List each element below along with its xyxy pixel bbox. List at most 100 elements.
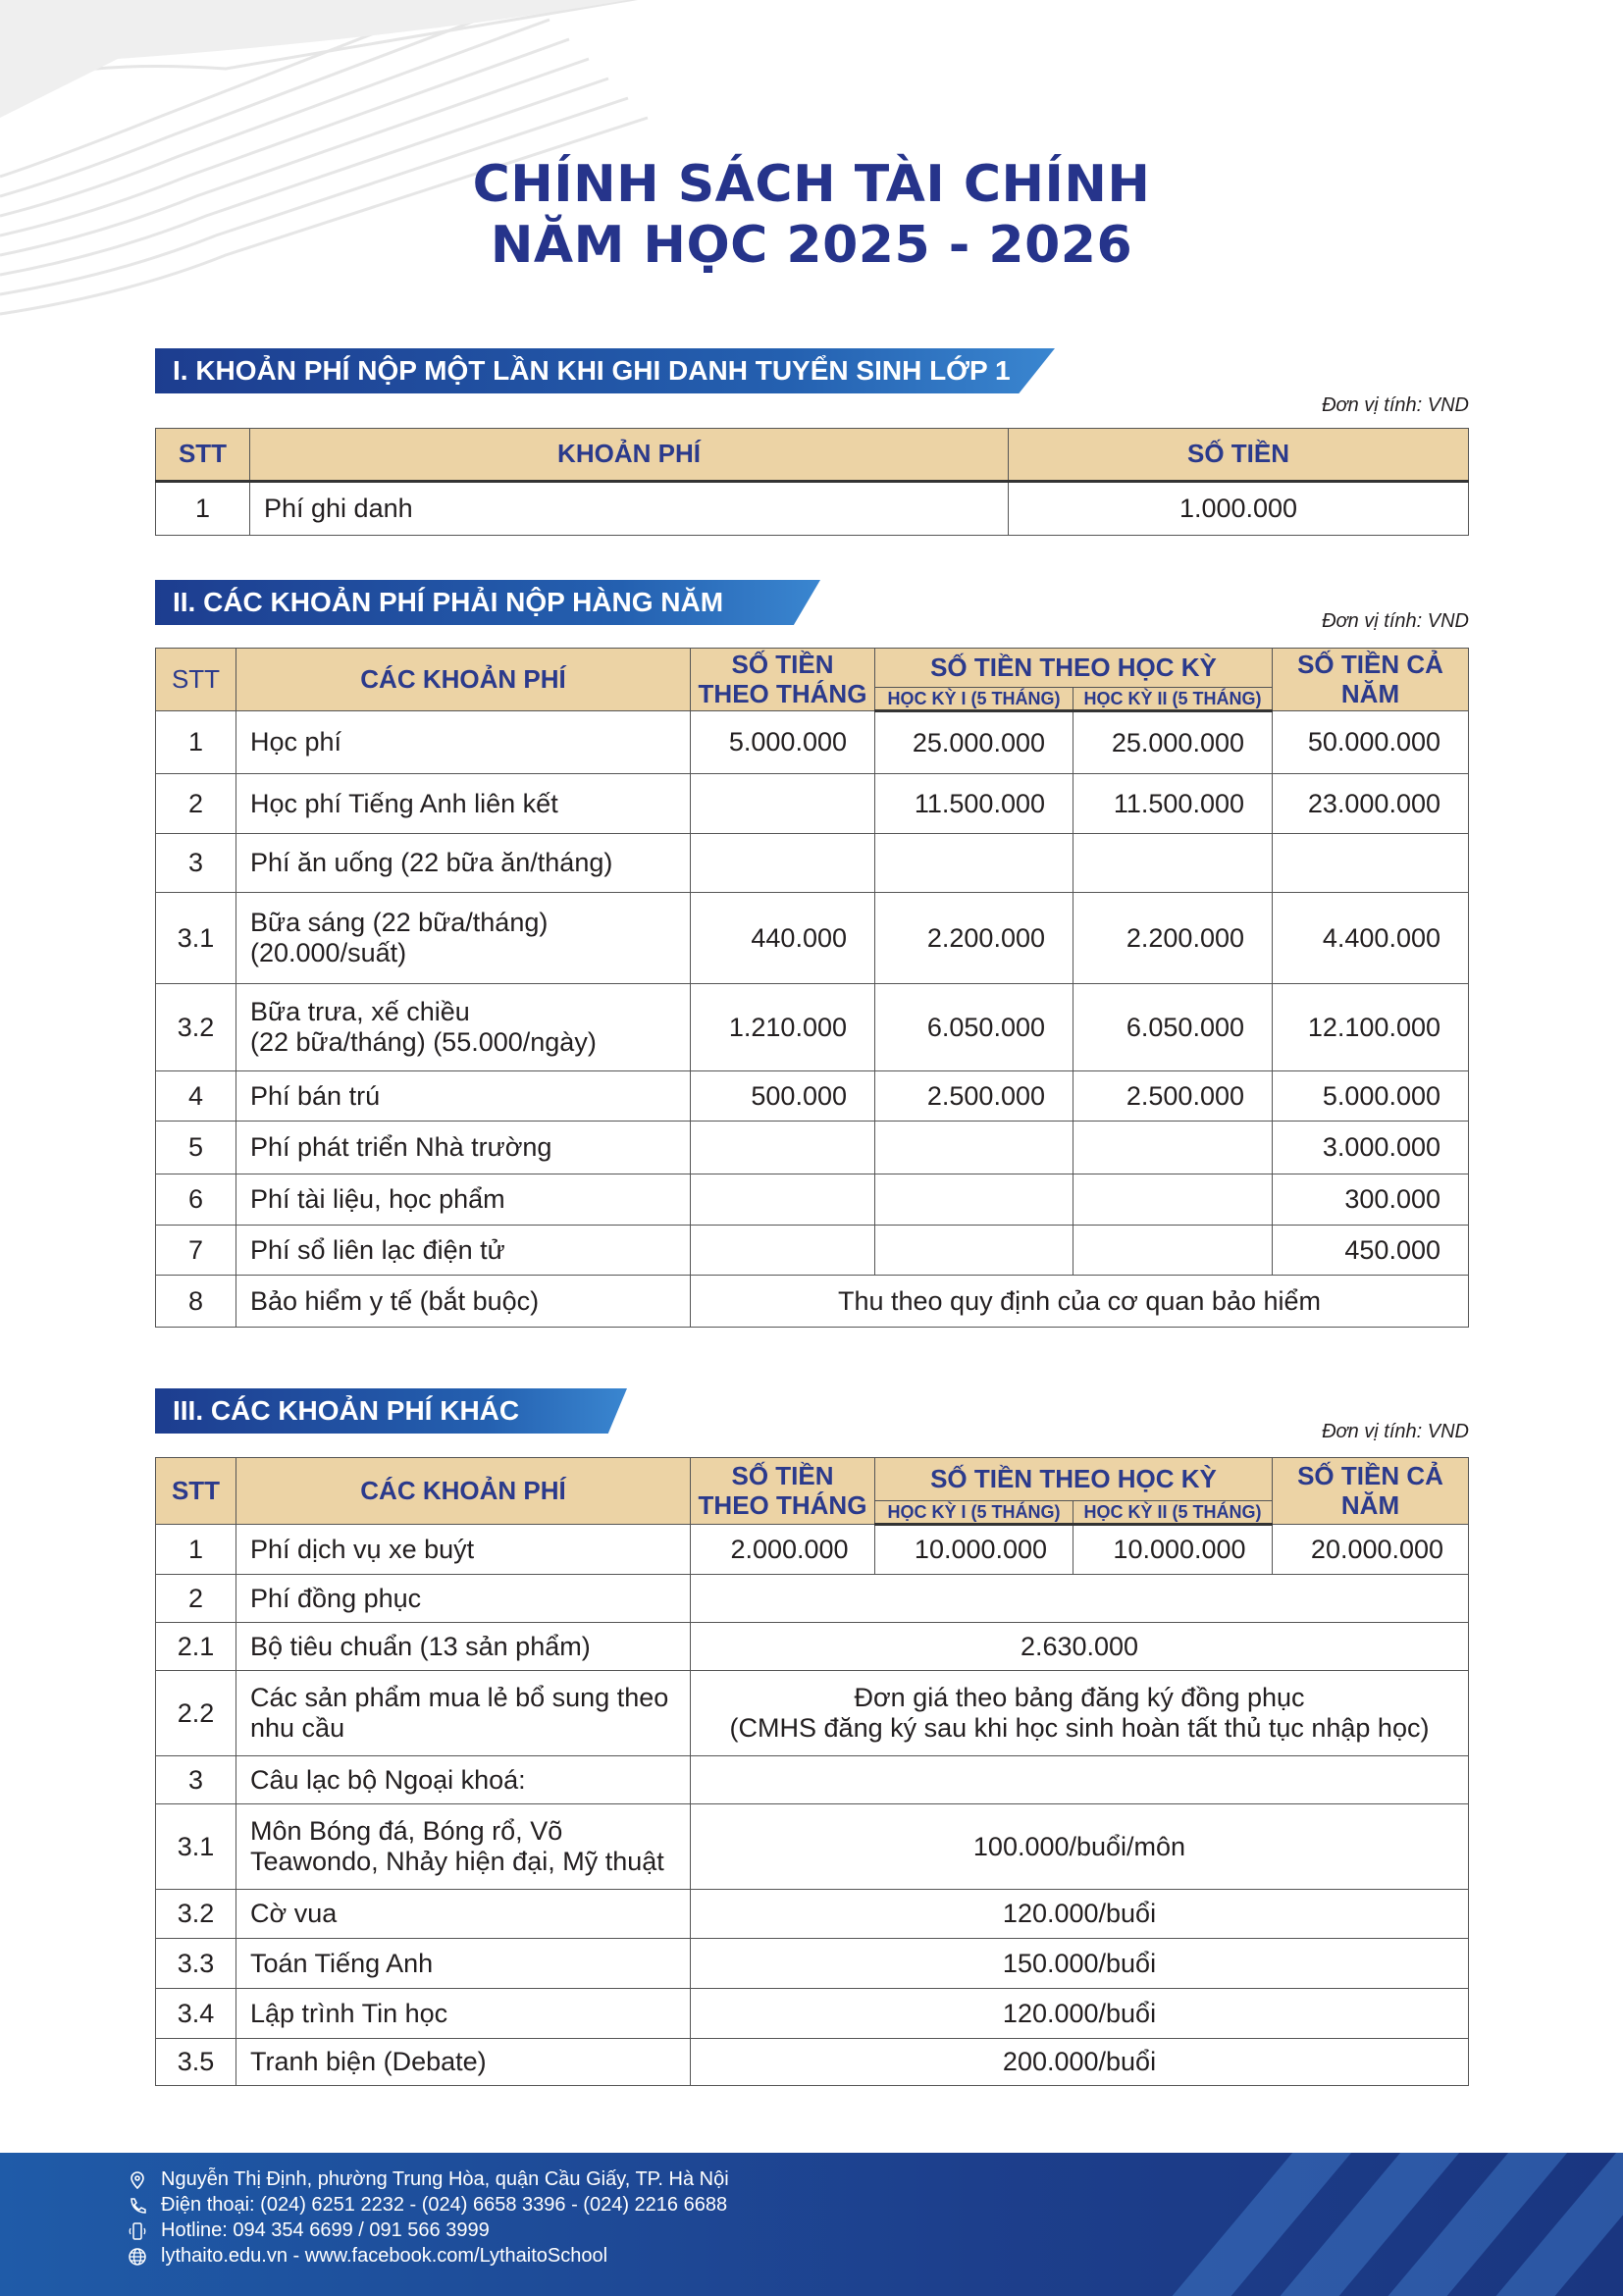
row-fee: Phí ăn uống (22 bữa ăn/tháng) (236, 833, 691, 893)
section1-table: STT KHOẢN PHÍ SỐ TIỀN 1 Phí ghi danh 1.000… (155, 428, 1469, 536)
row-stt: 3.1 (155, 892, 236, 984)
row-stt: 4 (155, 1070, 236, 1122)
row-fee: Môn Bóng đá, Bóng rổ, Võ Teawondo, Nhảy … (236, 1803, 691, 1890)
row-stt: 2 (155, 773, 236, 834)
row-monthly (690, 1121, 875, 1174)
row-fee: Bảo hiểm y tế (bắt buộc) (236, 1275, 691, 1328)
address-text: Nguyễn Thị Định, phường Trung Hòa, quận … (161, 2168, 729, 2190)
row-fee: Toán Tiếng Anh (236, 1938, 691, 1989)
row-fee: Học phí (236, 710, 691, 774)
header-fee: CÁC KHOẢN PHÍ (236, 1457, 691, 1525)
row-stt: 3.3 (155, 1938, 236, 1989)
row-stt: 3.2 (155, 1889, 236, 1939)
row-fee: Tranh biện (Debate) (236, 2038, 691, 2086)
row-fee: Phí dịch vụ xe buýt (236, 1524, 691, 1575)
row-fee: Cờ vua (236, 1889, 691, 1939)
row-fee: Phí ghi danh (249, 481, 1009, 536)
unit-label: Đơn vị tính: VND (1322, 394, 1469, 416)
footer-phone: Điện thoại: (024) 6251 2232 - (024) 6658… (128, 2194, 727, 2217)
header-semester: SỐ TIỀN THEO HỌC KỲ (874, 648, 1273, 688)
row-stt: 2.2 (155, 1670, 236, 1756)
table-row: 3 Phí ăn uống (22 bữa ăn/tháng) (155, 833, 1469, 893)
row-stt: 1 (155, 481, 250, 536)
table-row: 3 Câu lạc bộ Ngoại khoá: (155, 1755, 1469, 1804)
section1-heading: I. KHOẢN PHÍ NỘP MỘT LẦN KHI GHI DANH TU… (155, 348, 1055, 393)
table-row: 1 Phí dịch vụ xe buýt 2.000.000 10.000.000 1… (155, 1524, 1469, 1575)
row-stt: 2 (155, 1574, 236, 1623)
row-stt: 2.1 (155, 1622, 236, 1671)
mobile-phone-icon (129, 2221, 146, 2240)
row-stt: 3 (155, 833, 236, 893)
table-row: 1 Học phí 5.000.000 25.000.000 25.000.000 50.… (155, 710, 1469, 774)
phone-icon (131, 2197, 146, 2214)
row-yearly (1272, 833, 1469, 893)
row-sem2: 25.000.000 (1073, 710, 1273, 774)
row-fee: Bữa sáng (22 bữa/tháng) (20.000/suất) (236, 892, 691, 984)
phone-text: Điện thoại: (024) 6251 2232 - (024) 6658… (161, 2194, 728, 2216)
row-sem1 (874, 1225, 1073, 1276)
footer-address: Nguyễn Thị Định, phường Trung Hòa, quận … (128, 2168, 729, 2191)
row-fee: Phí tài liệu, học phẩm (236, 1174, 691, 1226)
row-yearly: 5.000.000 (1272, 1070, 1469, 1122)
globe-icon (129, 2247, 146, 2266)
row-fee: Phí bán trú (236, 1070, 691, 1122)
decorative-waves (0, 0, 649, 316)
row-sem2: 2.200.000 (1073, 892, 1273, 984)
page-title-line2: NĂM HỌC 2025 - 2026 (490, 216, 1133, 275)
row-merged-value: 120.000/buổi (690, 1889, 1469, 1939)
section2-heading: II. CÁC KHOẢN PHÍ PHẢI NỘP HÀNG NĂM (155, 580, 820, 625)
row-stt: 7 (155, 1225, 236, 1276)
row-sem1: 11.500.000 (874, 773, 1073, 834)
hotline-text: Hotline: 094 354 6699 / 091 566 3999 (161, 2219, 490, 2241)
row-monthly (690, 833, 875, 893)
header-yearly: SỐ TIỀN CẢ NĂM (1272, 648, 1469, 711)
row-sem2 (1073, 1121, 1273, 1174)
section3-heading: III. CÁC KHOẢN PHÍ KHÁC (155, 1388, 627, 1434)
row-yearly: 4.400.000 (1272, 892, 1469, 984)
footer-hotline: Hotline: 094 354 6699 / 091 566 3999 (128, 2219, 490, 2242)
row-sem2: 6.050.000 (1073, 983, 1273, 1071)
table-row: 3.1 Bữa sáng (22 bữa/tháng) (20.000/suất)… (155, 892, 1469, 984)
row-merged-value: Đơn giá theo bảng đăng ký đồng phục (CMH… (690, 1670, 1469, 1756)
row-sem1 (874, 833, 1073, 893)
row-stt: 6 (155, 1174, 236, 1226)
row-monthly (690, 773, 875, 834)
row-merged-value (690, 1574, 1469, 1623)
row-sem2 (1073, 833, 1273, 893)
row-sem2: 2.500.000 (1073, 1070, 1273, 1122)
row-sem2: 11.500.000 (1073, 773, 1273, 834)
row-stt: 8 (155, 1275, 236, 1328)
row-sem1 (874, 1121, 1073, 1174)
row-merged-value: Thu theo quy định của cơ quan bảo hiểm (690, 1275, 1469, 1328)
header-sem2: HỌC KỲ II (5 THÁNG) (1073, 1500, 1273, 1526)
row-stt: 3.4 (155, 1988, 236, 2039)
row-sem1: 10.000.000 (874, 1524, 1073, 1575)
row-monthly: 440.000 (690, 892, 875, 984)
table-row: 3.2 Cờ vua 120.000/buổi (155, 1889, 1469, 1939)
row-stt: 3.2 (155, 983, 236, 1071)
row-fee: Phí đồng phục (236, 1574, 691, 1623)
table-row: 6 Phí tài liệu, học phẩm 300.000 (155, 1174, 1469, 1226)
row-merged-value: 2.630.000 (690, 1622, 1469, 1671)
unit-label: Đơn vị tính: VND (1322, 610, 1469, 632)
header-stt: STT (155, 428, 250, 483)
header-fee: CÁC KHOẢN PHÍ (236, 648, 691, 711)
header-fee: KHOẢN PHÍ (249, 428, 1009, 483)
location-pin-icon (131, 2170, 144, 2189)
table-row: 5 Phí phát triển Nhà trường 3.000.000 (155, 1121, 1469, 1174)
row-monthly (690, 1225, 875, 1276)
row-fee: Bộ tiêu chuẩn (13 sản phẩm) (236, 1622, 691, 1671)
table-row: 2.1 Bộ tiêu chuẩn (13 sản phẩm) 2.630.000 (155, 1622, 1469, 1671)
table-row: 3.4 Lập trình Tin học 120.000/buổi (155, 1988, 1469, 2039)
row-fee: Học phí Tiếng Anh liên kết (236, 773, 691, 834)
row-sem2 (1073, 1174, 1273, 1226)
row-monthly: 5.000.000 (690, 710, 875, 774)
table-row: 4 Phí bán trú 500.000 2.500.000 2.500.000 5.0… (155, 1070, 1469, 1122)
row-fee: Các sản phẩm mua lẻ bổ sung theo nhu cầu (236, 1670, 691, 1756)
row-stt: 3 (155, 1755, 236, 1804)
row-sem1 (874, 1174, 1073, 1226)
table-row: 3.5 Tranh biện (Debate) 200.000/buổi (155, 2038, 1469, 2086)
footer: Nguyễn Thị Định, phường Trung Hòa, quận … (0, 2153, 1623, 2296)
row-fee: Phí sổ liên lạc điện tử (236, 1225, 691, 1276)
table-row: 2 Học phí Tiếng Anh liên kết 11.500.000 11.… (155, 773, 1469, 834)
